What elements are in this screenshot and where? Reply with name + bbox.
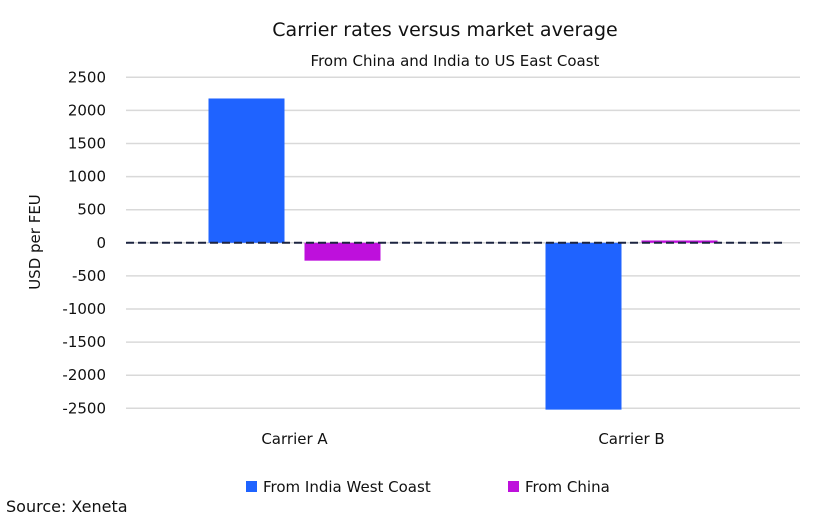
y-tick-label: 1500 <box>68 135 106 153</box>
y-tick-label: 0 <box>96 234 106 252</box>
legend-swatch <box>246 481 257 492</box>
y-tick-label: 2000 <box>68 101 106 119</box>
x-tick-label: Carrier A <box>261 430 328 448</box>
y-tick-label: -1500 <box>62 333 106 351</box>
y-tick-label: -2000 <box>62 366 106 384</box>
bar <box>304 242 381 261</box>
y-tick-label: 2500 <box>68 68 106 86</box>
bar <box>545 242 622 410</box>
y-tick-label: 1000 <box>68 168 106 186</box>
bar <box>641 240 718 243</box>
chart-subtitle: From China and India to US East Coast <box>311 52 600 70</box>
y-tick-label: -500 <box>72 267 106 285</box>
bar <box>208 98 285 243</box>
legend-swatch <box>508 481 519 492</box>
x-tick-label: Carrier B <box>598 430 664 448</box>
legend-label: From India West Coast <box>263 478 431 496</box>
source-note: Source: Xeneta <box>6 497 128 516</box>
chart-title: Carrier rates versus market average <box>272 19 617 41</box>
y-tick-label: 500 <box>77 201 106 219</box>
y-axis-label: USD per FEU <box>26 194 44 290</box>
y-tick-label: -2500 <box>62 399 106 417</box>
y-tick-label: -1000 <box>62 300 106 318</box>
legend-label: From China <box>525 478 610 496</box>
